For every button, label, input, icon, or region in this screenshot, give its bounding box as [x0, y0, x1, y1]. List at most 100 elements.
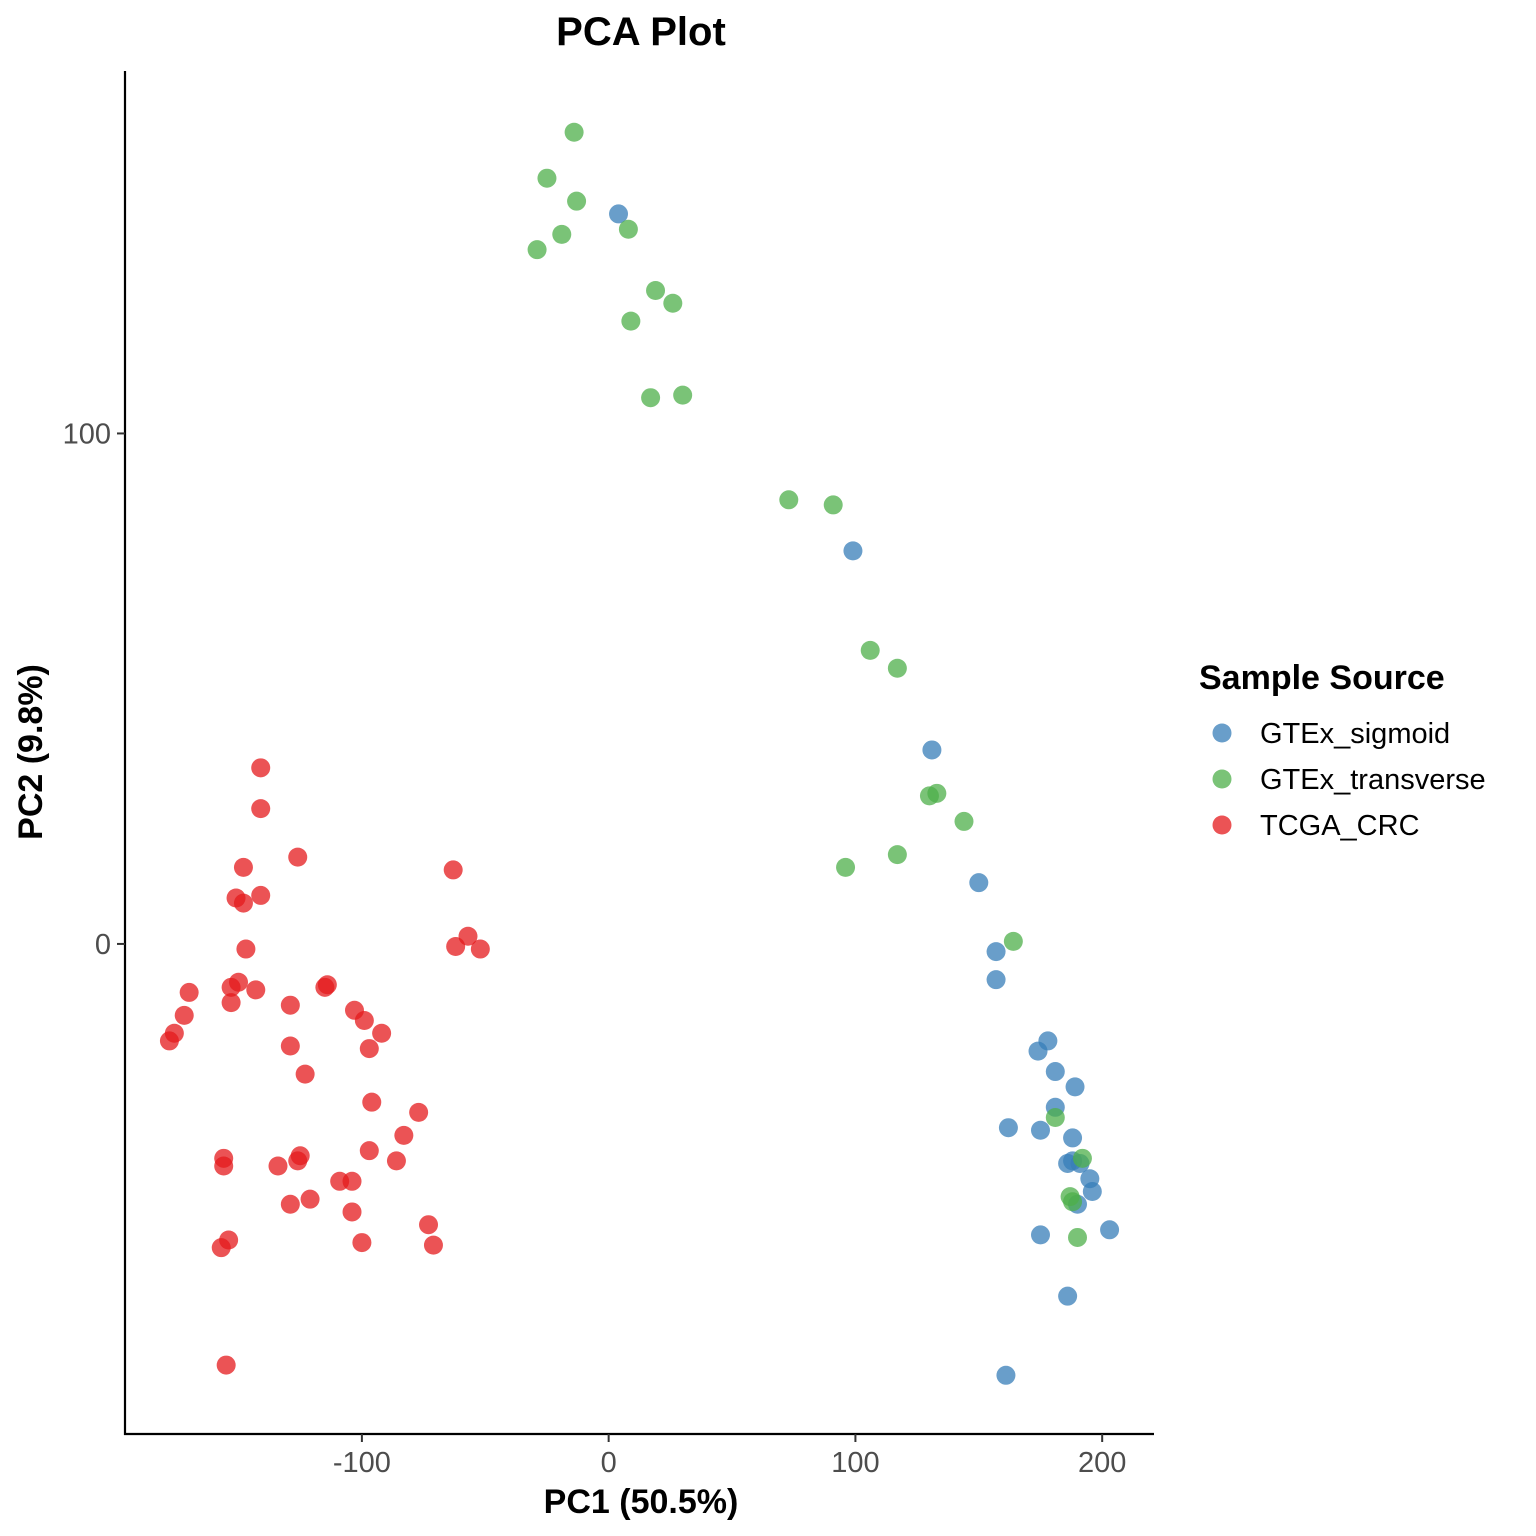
data-point	[214, 1156, 234, 1176]
data-point	[221, 993, 241, 1013]
x-tick-label: 0	[601, 1447, 617, 1479]
x-axis-ticks: -100 0 100 200	[333, 1434, 1126, 1479]
data-point	[1065, 1077, 1085, 1097]
data-point	[288, 847, 308, 867]
data-point	[251, 758, 271, 778]
data-point	[233, 893, 253, 913]
data-point	[996, 1365, 1016, 1385]
data-point	[1045, 1062, 1065, 1082]
data-point	[1003, 931, 1023, 951]
y-tick-label: 0	[95, 929, 111, 961]
data-point	[352, 1233, 372, 1253]
legend-items: GTEx_sigmoid GTEx_transverse TCGA_CRC	[1212, 718, 1486, 842]
data-point	[443, 860, 463, 880]
legend-item-gtex-transverse: GTEx_transverse	[1212, 764, 1486, 796]
series-gtex-sigmoid	[609, 204, 1120, 1385]
data-point	[537, 168, 557, 188]
legend-key	[1212, 815, 1232, 835]
data-point	[354, 1011, 374, 1031]
data-point	[423, 1235, 443, 1255]
y-axis-ticks: 0 100	[63, 418, 125, 961]
data-point	[386, 1151, 406, 1171]
data-point	[1068, 1227, 1088, 1247]
data-point	[1058, 1286, 1078, 1306]
data-point	[295, 1064, 315, 1084]
data-point	[1028, 1041, 1048, 1061]
data-point	[860, 640, 880, 660]
data-point	[179, 982, 199, 1002]
data-point	[174, 1005, 194, 1025]
data-point	[621, 311, 641, 331]
data-point	[986, 970, 1006, 990]
legend-title: Sample Source	[1199, 659, 1445, 697]
legend-key	[1212, 769, 1232, 789]
data-point	[409, 1102, 429, 1122]
data-point	[446, 936, 466, 956]
data-point	[836, 857, 856, 877]
data-point	[618, 219, 638, 239]
data-point	[216, 1355, 236, 1375]
data-point	[887, 658, 907, 678]
legend-item-tcga-crc: TCGA_CRC	[1212, 810, 1420, 842]
data-point	[394, 1125, 414, 1145]
data-point	[954, 811, 974, 831]
data-point	[288, 1151, 308, 1171]
data-point	[919, 786, 939, 806]
data-point	[342, 1171, 362, 1191]
data-point	[280, 1036, 300, 1056]
data-point	[233, 857, 253, 877]
data-point	[646, 281, 666, 301]
data-point	[300, 1189, 320, 1209]
data-point	[211, 1238, 231, 1258]
data-point	[998, 1118, 1018, 1138]
data-point	[887, 845, 907, 865]
data-point	[1082, 1182, 1102, 1202]
data-point	[359, 1039, 379, 1059]
data-point	[673, 385, 693, 405]
data-point	[779, 490, 799, 510]
x-tick-label: -100	[333, 1447, 391, 1479]
data-point	[922, 740, 942, 760]
data-point	[641, 388, 661, 408]
plot-panel	[159, 122, 1120, 1385]
data-point	[843, 541, 863, 561]
legend-label: GTEx_sigmoid	[1260, 718, 1450, 750]
data-point	[419, 1215, 439, 1235]
data-point	[359, 1141, 379, 1161]
data-point	[236, 939, 256, 959]
data-point	[1072, 1148, 1092, 1168]
data-point	[1045, 1107, 1065, 1127]
x-tick-label: 200	[1078, 1447, 1126, 1479]
data-point	[315, 977, 335, 997]
data-point	[1100, 1220, 1120, 1240]
legend-label: TCGA_CRC	[1260, 810, 1420, 842]
data-point	[280, 1194, 300, 1214]
chart-title: PCA Plot	[556, 10, 726, 54]
data-point	[221, 977, 241, 997]
data-point	[969, 873, 989, 893]
data-point	[246, 980, 266, 1000]
data-point	[1063, 1192, 1083, 1212]
data-point	[663, 293, 683, 313]
data-point	[564, 122, 584, 142]
data-point	[527, 240, 547, 260]
data-point	[1063, 1128, 1083, 1148]
y-axis-title: PC2 (9.8%)	[12, 664, 50, 840]
data-point	[362, 1092, 382, 1112]
legend-label: GTEx_transverse	[1260, 764, 1486, 796]
data-point	[552, 224, 572, 244]
data-point	[1030, 1225, 1050, 1245]
data-point	[609, 204, 629, 224]
legend-item-gtex-sigmoid: GTEx_sigmoid	[1212, 718, 1450, 750]
data-point	[372, 1023, 392, 1043]
data-point	[251, 799, 271, 819]
data-point	[251, 885, 271, 905]
data-point	[470, 939, 490, 959]
data-point	[823, 495, 843, 515]
data-point	[567, 191, 587, 211]
x-tick-label: 100	[831, 1447, 879, 1479]
series-gtex-transverse	[527, 122, 1092, 1247]
legend-key	[1212, 723, 1232, 743]
data-point	[280, 995, 300, 1015]
